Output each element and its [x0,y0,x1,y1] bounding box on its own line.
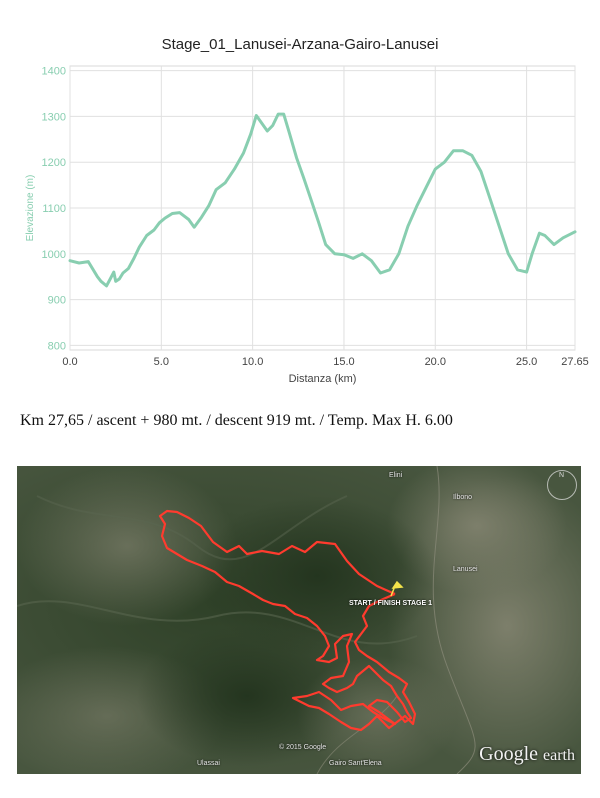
place-ulassai: Ulassai [197,760,220,767]
x-tick-label: 15.0 [333,356,354,368]
route-path [158,509,417,732]
y-tick-label: 1400 [42,66,66,78]
place-lanusei: Lanusei [453,566,478,573]
satellite-map: Elini Ilbono Lanusei Ulassai Gairo Sant'… [17,466,581,774]
y-axis-label: Elevazione (m) [25,175,36,242]
y-tick-label: 800 [48,340,66,352]
logo-earth-text: earth [543,747,575,764]
x-tick-label: 27.65 [561,356,589,368]
x-tick-label: 20.0 [425,356,446,368]
google-earth-logo: Google earth [479,743,575,766]
x-tick-label: 25.0 [516,356,537,368]
y-tick-label: 1300 [42,111,66,123]
elevation-chart: 800 900 1000 1100 1200 1300 1400 0.0 5.0 10.0 15.0… [25,65,589,385]
y-tick-label: 1000 [42,249,66,261]
map-copyright: © 2015 Google [279,744,327,751]
elevation-line [68,112,577,288]
x-tick-label: 0.0 [62,356,77,368]
start-finish-label: START / FINISH STAGE 1 [349,600,432,607]
y-tick-label: 900 [48,295,66,307]
stage-summary: Km 27,65 / ascent + 980 mt. / descent 91… [20,412,453,429]
x-axis-label: Distanza (km) [289,373,357,385]
y-tick-label: 1200 [42,157,66,169]
place-gairo: Gairo Sant'Elena [329,760,382,767]
map-canvas [17,466,581,774]
x-tick-label: 5.0 [154,356,169,368]
compass-north-label: N [559,472,565,479]
chart-title: Stage_01_Lanusei-Arzana-Gairo-Lanusei [161,36,439,53]
start-pin [390,580,404,597]
logo-google-text: Google [479,743,539,765]
place-elini: Elini [389,472,403,479]
compass-icon[interactable]: N [547,470,577,500]
place-ilbono: Ilbono [453,494,473,501]
y-tick-label: 1100 [42,203,66,215]
x-tick-label: 10.0 [242,356,263,368]
